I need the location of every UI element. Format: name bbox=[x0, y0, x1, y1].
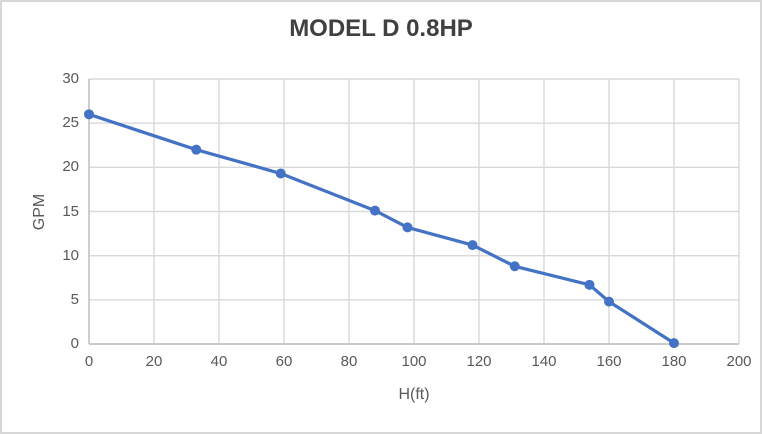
x-tick-label: 200 bbox=[726, 353, 752, 370]
x-tick-label: 60 bbox=[275, 353, 293, 370]
x-tick-label: 80 bbox=[340, 353, 358, 370]
y-tick-label: 30 bbox=[62, 70, 79, 87]
x-tick-label: 0 bbox=[84, 353, 94, 370]
data-point-marker bbox=[467, 240, 478, 251]
y-tick-label: 20 bbox=[62, 158, 79, 176]
data-point-marker bbox=[84, 109, 94, 120]
data-point-marker bbox=[604, 296, 614, 307]
series-line bbox=[87, 112, 676, 345]
y-tick-label: 25 bbox=[62, 114, 79, 132]
data-point-marker bbox=[191, 144, 202, 155]
data-point-marker bbox=[509, 261, 520, 272]
x-tick-label: 120 bbox=[466, 353, 492, 370]
chart-title: MODEL D 0.8HP bbox=[289, 15, 473, 42]
y-tick-label: 10 bbox=[62, 246, 79, 264]
y-tick-label: 5 bbox=[70, 290, 79, 308]
data-point-marker bbox=[584, 279, 595, 290]
x-tick-label: 100 bbox=[401, 353, 427, 370]
data-point-marker bbox=[370, 205, 380, 216]
y-tick-label: 15 bbox=[62, 202, 79, 220]
data-point-marker bbox=[275, 168, 286, 179]
x-tick-label: 20 bbox=[145, 353, 163, 370]
x-tick-label: 40 bbox=[210, 353, 228, 370]
x-tick-label: 160 bbox=[596, 353, 622, 370]
x-axis-title: H(ft) bbox=[398, 386, 430, 403]
x-tick-label: 180 bbox=[661, 353, 687, 370]
x-tick-label: 140 bbox=[531, 353, 557, 370]
data-point-marker bbox=[402, 222, 413, 233]
data-point-marker bbox=[669, 338, 679, 349]
y-tick-label: 0 bbox=[70, 335, 79, 352]
